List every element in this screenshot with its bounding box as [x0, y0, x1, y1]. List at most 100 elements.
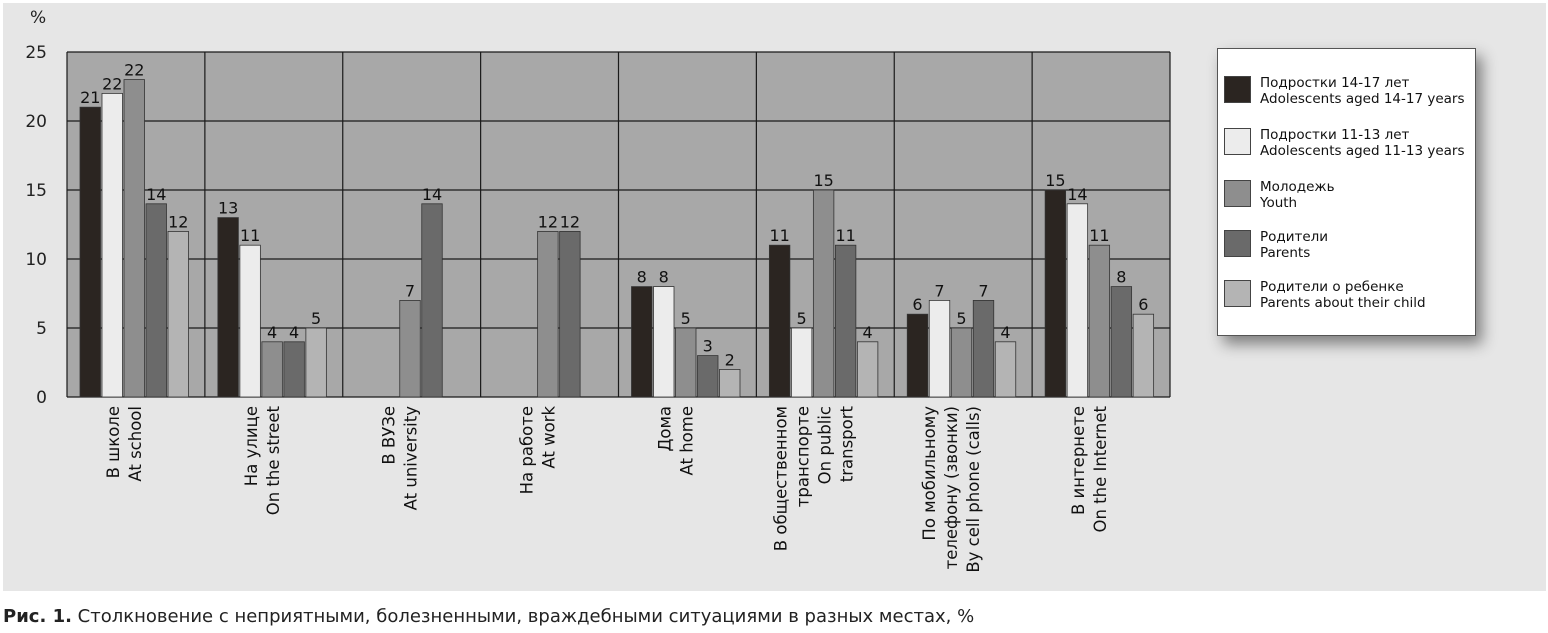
data-label: 8	[659, 268, 669, 287]
x-category-label: В общественном	[771, 406, 790, 551]
data-label: 21	[80, 88, 100, 107]
data-label: 7	[405, 281, 415, 300]
legend-swatch	[1224, 280, 1251, 307]
legend-label-ru: Родители о ребенке	[1260, 279, 1404, 295]
bar	[167, 230, 189, 398]
bar	[906, 313, 929, 398]
data-label: 2	[725, 350, 735, 369]
bar	[768, 244, 791, 398]
data-label: 13	[218, 199, 238, 218]
legend-swatch	[1224, 180, 1251, 207]
bar	[972, 299, 995, 398]
data-label: 7	[978, 281, 988, 300]
data-label: 12	[538, 212, 558, 231]
legend-label-en: Adolescents aged 11-13 years	[1260, 143, 1465, 159]
y-tick-label: 0	[36, 388, 47, 408]
bar	[239, 244, 261, 398]
y-axis-unit: %	[30, 8, 46, 28]
legend-label-ru: Подростки 11-13 лет	[1260, 127, 1410, 143]
bar	[283, 341, 305, 398]
bar	[79, 106, 101, 398]
data-label: 12	[560, 212, 580, 231]
caption-text: Столкновение с неприятными, болезненными…	[71, 606, 975, 627]
bar	[559, 230, 581, 398]
bar	[123, 79, 145, 398]
bar	[145, 203, 167, 398]
data-label: 5	[681, 309, 691, 328]
bar	[1044, 189, 1067, 398]
bar	[697, 355, 719, 398]
data-label: 5	[797, 309, 807, 328]
data-label: 5	[956, 309, 966, 328]
data-label: 11	[835, 226, 855, 245]
bar	[217, 217, 239, 398]
x-category-label: В школе	[104, 406, 123, 478]
bar	[537, 230, 559, 398]
legend-item-adolescents-14-17: Подростки 14-17 лет Adolescents aged 14-1…	[1224, 75, 1469, 113]
x-category-label: Дома	[655, 406, 674, 452]
data-label: 8	[1116, 268, 1126, 287]
bar	[653, 286, 675, 398]
y-tick-label: 25	[25, 43, 47, 63]
legend-label-ru: Молодежь	[1260, 179, 1335, 195]
y-tick-label: 10	[25, 250, 47, 270]
data-label: 4	[1000, 323, 1010, 342]
bar	[1088, 244, 1111, 398]
legend-label-en: Parents	[1260, 245, 1311, 261]
data-label: 22	[124, 61, 144, 80]
y-tick-label: 15	[25, 181, 47, 201]
bar	[675, 327, 697, 398]
x-category-label: transport	[837, 405, 856, 482]
legend-item-youth: Молодежь Youth	[1224, 179, 1469, 217]
x-category-label: On the Internet	[1091, 405, 1110, 532]
x-category-label: На работе	[518, 406, 537, 494]
bar	[261, 341, 283, 398]
data-label: 3	[703, 337, 713, 356]
data-label: 14	[1067, 185, 1087, 204]
data-label: 7	[934, 281, 944, 300]
legend-item-parents-about-child: Родители о ребенке Parents about their ch…	[1224, 279, 1469, 317]
bar	[631, 286, 653, 398]
bar	[790, 327, 813, 398]
data-label: 11	[240, 226, 260, 245]
legend-label-en: Adolescents aged 14-17 years	[1260, 91, 1465, 107]
legend-swatch	[1224, 76, 1251, 103]
data-label: 5	[311, 309, 321, 328]
figure-caption: Рис. 1. Столкновение с неприятными, боле…	[3, 606, 974, 627]
legend-label-ru: Подростки 14-17 лет	[1260, 75, 1410, 91]
bar	[399, 299, 421, 398]
data-label: 14	[146, 185, 166, 204]
data-label: 6	[1138, 295, 1148, 314]
legend-item-adolescents-11-13: Подростки 11-13 лет Adolescents aged 11-1…	[1224, 127, 1469, 165]
bar	[950, 327, 973, 398]
x-category-label: At home	[677, 406, 696, 476]
data-label: 15	[813, 171, 833, 190]
legend-label-ru: Родители	[1260, 229, 1329, 245]
bar	[834, 244, 857, 398]
bar	[1110, 286, 1133, 398]
data-label: 6	[912, 295, 922, 314]
bar	[305, 327, 327, 398]
y-tick-label: 5	[36, 319, 47, 339]
x-category-label: В ВУЗе	[380, 406, 399, 465]
x-category-label: По мобильному	[920, 406, 939, 541]
x-category-label: На улице	[242, 406, 261, 486]
data-label: 8	[637, 268, 647, 287]
x-category-label: By cell phone (calls)	[964, 406, 983, 573]
bar	[1066, 203, 1089, 398]
legend-swatch	[1224, 128, 1251, 155]
bar	[421, 203, 443, 398]
bar	[719, 368, 741, 398]
legend-label-en: Parents about their child	[1260, 295, 1426, 311]
data-label: 4	[289, 323, 299, 342]
x-category-label: транспорте	[793, 406, 812, 507]
x-category-label: On public	[815, 406, 834, 484]
bar	[928, 299, 951, 398]
data-label: 14	[422, 185, 442, 204]
x-category-label: At university	[402, 406, 421, 511]
x-category-label: В интернете	[1069, 406, 1088, 515]
data-label: 11	[769, 226, 789, 245]
bar	[101, 93, 123, 398]
legend-label-en: Youth	[1260, 195, 1298, 211]
